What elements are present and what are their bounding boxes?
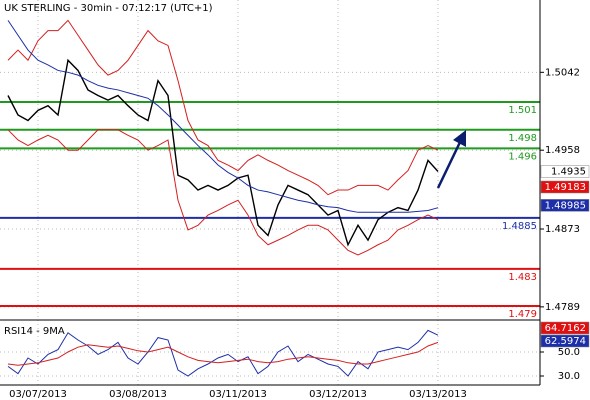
level-label: 1.498	[508, 133, 537, 144]
price-tag: 64.7162	[545, 323, 586, 334]
x-tick-label: 03/08/2013	[109, 389, 167, 400]
price-tag: 62.5974	[545, 336, 586, 347]
y-tick-label: 1.4958	[545, 145, 580, 156]
series-line	[7, 341, 439, 366]
series-line	[7, 329, 439, 377]
series-line	[7, 58, 439, 247]
y-tick-label: 1.4873	[545, 224, 580, 235]
price-tag: 1.48985	[545, 200, 586, 211]
series-line	[7, 129, 439, 256]
series-line	[7, 20, 439, 213]
level-label: 1.4885	[502, 221, 537, 232]
series-line	[7, 19, 439, 196]
x-tick-label: 03/11/2013	[209, 389, 267, 400]
price-tag-box	[540, 180, 590, 194]
rsi-title: RSI14 - 9MA	[4, 326, 65, 337]
price-tag-box	[540, 334, 590, 348]
arrow-head	[453, 130, 466, 147]
y-tick-label: 1.4789	[545, 302, 580, 313]
price-tag-box	[540, 321, 590, 335]
y-tick-label: 1.5042	[545, 67, 580, 78]
y-tick-label: 50.0	[558, 347, 580, 358]
tag-layer: 1.4935 1.49183 1.48985 64.7162 62.5974	[540, 165, 590, 348]
plot-layer: 1.501 1.498 1.496 1.4885 1.483 1.479	[0, 19, 540, 377]
x-tick-label: 03/13/2013	[409, 389, 467, 400]
price-tag: 1.49183	[545, 182, 586, 193]
price-tag-box	[540, 165, 590, 178]
chart-title: UK STERLING - 30min - 07:12:17 (UTC+1)	[4, 3, 213, 14]
level-label: 1.479	[508, 309, 537, 320]
level-label: 1.496	[508, 151, 537, 162]
price-tag: 1.4935	[551, 167, 586, 178]
level-label: 1.501	[508, 105, 537, 116]
x-tick-label: 03/12/2013	[309, 389, 367, 400]
x-tick-label: 03/07/2013	[9, 389, 67, 400]
level-label: 1.483	[508, 272, 537, 283]
price-tag-box	[540, 199, 590, 212]
forecast-arrow	[436, 137, 464, 189]
y-tick-label: 30.0	[558, 371, 580, 382]
